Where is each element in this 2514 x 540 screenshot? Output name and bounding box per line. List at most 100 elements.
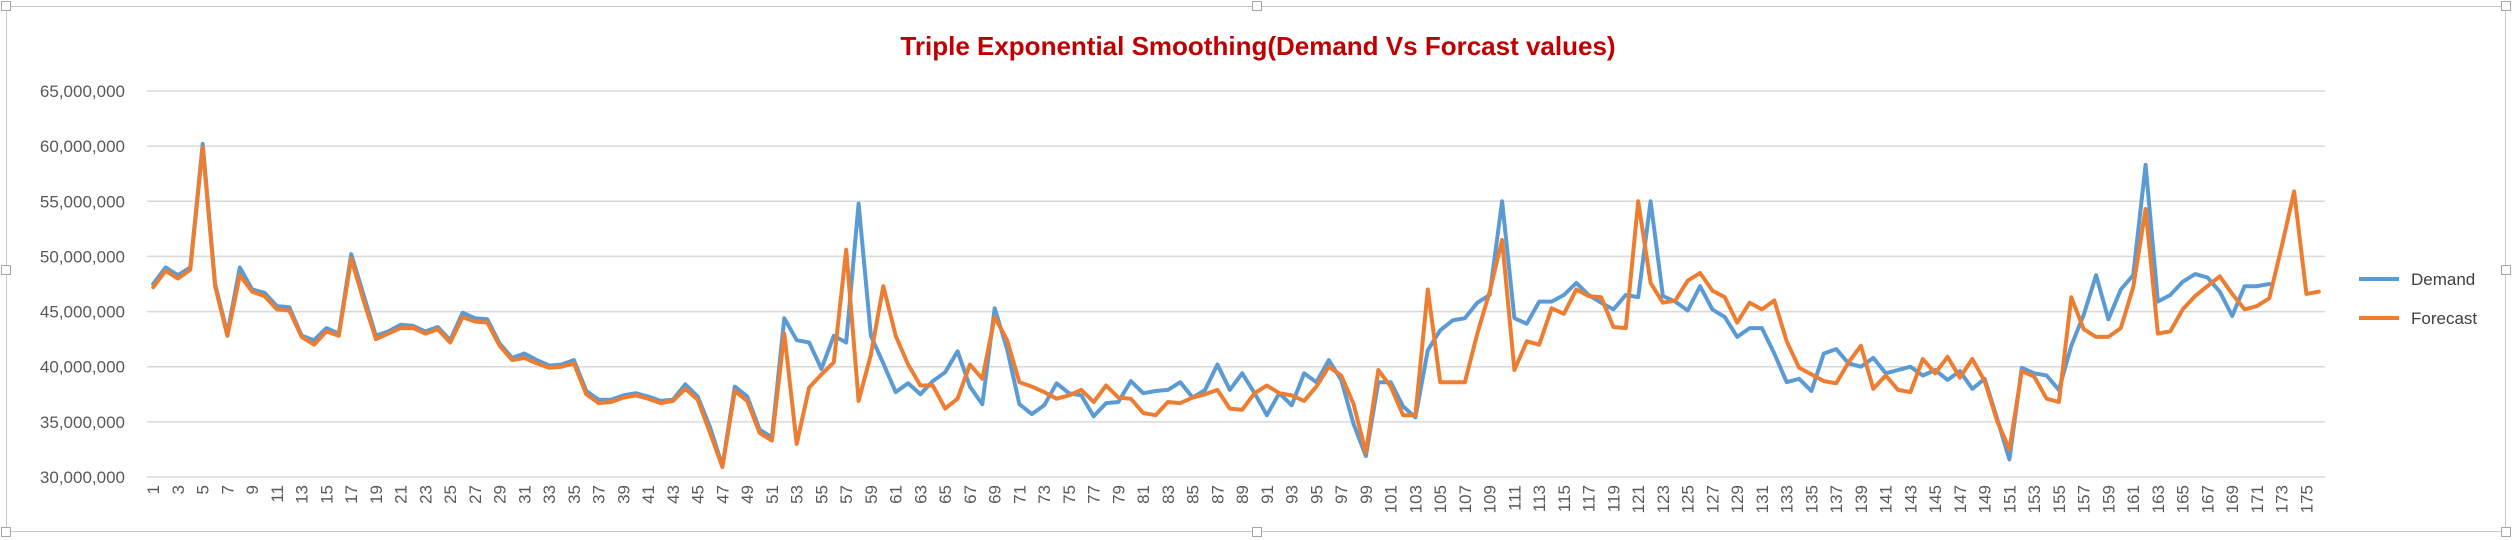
x-tick-label: 63: [911, 485, 930, 504]
x-tick-label: 109: [1481, 485, 1500, 513]
x-tick-label: 59: [862, 485, 881, 504]
x-tick-label: 153: [2025, 485, 2044, 513]
x-tick-label: 11: [268, 485, 287, 503]
x-tick-label: 91: [1258, 485, 1277, 504]
x-tick-label: 129: [1728, 485, 1747, 513]
x-tick-label: 61: [887, 485, 906, 504]
x-tick-label: 1: [144, 485, 163, 494]
x-tick-label: 45: [689, 485, 708, 504]
x-tick-label: 107: [1456, 485, 1475, 513]
x-tick-label: 131: [1753, 485, 1772, 513]
x-tick-label: 77: [1085, 485, 1104, 504]
x-tick-label: 101: [1382, 485, 1401, 513]
resize-handle-top-right[interactable]: [2501, 1, 2511, 11]
x-tick-label: 39: [614, 485, 633, 504]
y-tick-label: 45,000,000: [40, 303, 125, 322]
x-tick-label: 157: [2075, 485, 2094, 513]
x-tick-label: 133: [1778, 485, 1797, 513]
x-tick-label: 175: [2297, 485, 2316, 513]
x-tick-label: 111: [1505, 485, 1524, 511]
x-tick-label: 9: [243, 485, 262, 494]
x-tick-label: 3: [169, 485, 188, 494]
x-tick-label: 137: [1827, 485, 1846, 513]
x-tick-label: 173: [2273, 485, 2292, 513]
x-tick-label: 89: [1233, 485, 1252, 504]
y-tick-label: 65,000,000: [40, 82, 125, 101]
x-tick-label: 31: [515, 485, 534, 504]
y-tick-label: 50,000,000: [40, 247, 125, 266]
x-tick-label: 81: [1134, 485, 1153, 504]
y-tick-label: 60,000,000: [40, 137, 125, 156]
series-lines: [151, 141, 2321, 470]
x-tick-label: 23: [416, 485, 435, 504]
x-tick-label: 29: [491, 485, 510, 504]
legend-label-demand: Demand: [2411, 270, 2475, 289]
x-tick-label: 159: [2099, 485, 2118, 513]
chart-area[interactable]: Triple Exponential Smoothing(Demand Vs F…: [6, 6, 2506, 532]
x-tick-label: 43: [664, 485, 683, 504]
y-axis-tick-labels: 30,000,000 35,000,000 40,000,000 45,000,000…: [40, 82, 125, 487]
resize-handle-middle-left[interactable]: [1, 265, 11, 275]
resize-handle-middle-right[interactable]: [2501, 265, 2511, 275]
x-tick-label: 33: [540, 485, 559, 504]
x-tick-label: 105: [1431, 485, 1450, 513]
x-tick-label: 117: [1580, 485, 1599, 512]
x-tick-label: 15: [317, 485, 336, 504]
line-chart: Triple Exponential Smoothing(Demand Vs F…: [40, 31, 2478, 513]
resize-handle-bottom-right[interactable]: [2501, 527, 2511, 537]
x-tick-label: 139: [1852, 485, 1871, 513]
x-tick-label: 121: [1629, 485, 1648, 513]
x-tick-label: 99: [1357, 485, 1376, 504]
y-tick-label: 30,000,000: [40, 468, 125, 487]
x-tick-label: 17: [342, 485, 361, 504]
legend[interactable]: Demand Forecast: [2359, 270, 2477, 328]
x-tick-label: 93: [1283, 485, 1302, 504]
x-tick-label: 113: [1530, 485, 1549, 512]
x-tick-label: 7: [218, 485, 237, 494]
x-tick-label: 51: [763, 485, 782, 504]
x-tick-label: 71: [1010, 485, 1029, 504]
x-tick-label: 119: [1604, 485, 1623, 512]
x-tick-label: 155: [2050, 485, 2069, 513]
x-tick-label: 141: [1877, 485, 1896, 513]
x-tick-label: 87: [1208, 485, 1227, 504]
y-tick-label: 55,000,000: [40, 192, 125, 211]
gridlines: [147, 90, 2325, 478]
x-tick-label: 57: [837, 485, 856, 504]
x-tick-label: 49: [738, 485, 757, 504]
y-tick-label: 40,000,000: [40, 358, 125, 377]
x-tick-label: 171: [2248, 485, 2267, 513]
x-axis-tick-labels: 1 3 5 7 9 11 13 15 17 19 21 23 25 27 29 31 33 35 37 39 41 43 4…: [144, 485, 2316, 513]
x-tick-label: 21: [392, 485, 411, 504]
x-tick-label: 147: [1951, 485, 1970, 513]
x-tick-label: 115: [1555, 485, 1574, 512]
x-tick-label: 53: [788, 485, 807, 504]
resize-handle-top-left[interactable]: [1, 1, 11, 11]
x-tick-label: 65: [936, 485, 955, 504]
x-tick-label: 25: [441, 485, 460, 504]
x-tick-label: 85: [1184, 485, 1203, 504]
resize-handle-bottom-center[interactable]: [1252, 527, 1262, 537]
x-tick-label: 79: [1109, 485, 1128, 504]
chart-title: Triple Exponential Smoothing(Demand Vs F…: [900, 31, 1615, 61]
x-tick-label: 165: [2174, 485, 2193, 513]
x-tick-label: 83: [1159, 485, 1178, 504]
series-line-demand[interactable]: [151, 141, 2272, 468]
x-tick-label: 75: [1060, 485, 1079, 504]
x-tick-label: 103: [1406, 485, 1425, 513]
x-tick-label: 163: [2149, 485, 2168, 513]
x-tick-label: 19: [367, 485, 386, 504]
x-tick-label: 35: [565, 485, 584, 504]
x-tick-label: 73: [1035, 485, 1054, 504]
y-tick-label: 35,000,000: [40, 413, 125, 432]
x-tick-label: 13: [293, 485, 312, 504]
x-tick-label: 149: [1976, 485, 1995, 513]
x-tick-label: 67: [961, 485, 980, 504]
resize-handle-top-center[interactable]: [1252, 1, 1262, 11]
x-tick-label: 47: [713, 485, 732, 504]
resize-handle-bottom-left[interactable]: [1, 527, 11, 537]
x-tick-label: 41: [639, 485, 658, 504]
x-tick-label: 123: [1654, 485, 1673, 513]
x-tick-label: 169: [2223, 485, 2242, 513]
series-line-forecast[interactable]: [151, 145, 2321, 470]
